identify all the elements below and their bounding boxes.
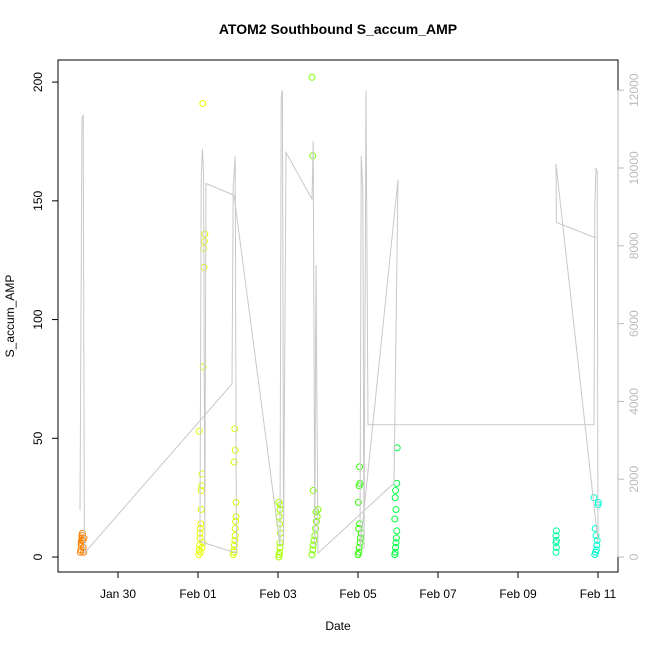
point bbox=[552, 532, 560, 540]
point bbox=[231, 425, 239, 433]
point bbox=[310, 536, 318, 544]
point bbox=[552, 527, 560, 535]
y2-tick-label: 10000 bbox=[627, 151, 641, 185]
point bbox=[231, 525, 239, 533]
y2-tick-label: 2000 bbox=[627, 466, 641, 493]
point bbox=[79, 544, 87, 552]
chart-title: ATOM2 Southbound S_accum_AMP bbox=[219, 21, 457, 37]
x-tick-label: Jan 30 bbox=[100, 587, 136, 601]
point bbox=[231, 446, 239, 454]
x-tick-label: Feb 01 bbox=[179, 587, 217, 601]
point bbox=[78, 529, 86, 537]
point bbox=[393, 527, 401, 535]
y2-tick-label: 12000 bbox=[627, 73, 641, 107]
point bbox=[392, 534, 400, 542]
point bbox=[275, 498, 283, 506]
point bbox=[355, 544, 363, 552]
point bbox=[198, 544, 206, 552]
point bbox=[592, 532, 600, 540]
point bbox=[552, 548, 560, 556]
x-axis-label: Date bbox=[325, 619, 351, 633]
point bbox=[391, 494, 399, 502]
point bbox=[309, 487, 317, 495]
point bbox=[196, 548, 204, 556]
y2-tick-label: 8000 bbox=[627, 232, 641, 259]
point bbox=[354, 498, 362, 506]
point bbox=[232, 517, 240, 525]
point bbox=[199, 539, 207, 547]
point bbox=[230, 546, 238, 554]
point bbox=[312, 508, 320, 516]
point bbox=[230, 458, 238, 466]
point bbox=[552, 544, 560, 552]
point bbox=[231, 536, 239, 544]
y-tick-label: 200 bbox=[31, 72, 45, 92]
x-tick-label: Feb 05 bbox=[339, 587, 377, 601]
point bbox=[231, 532, 239, 540]
point bbox=[355, 548, 363, 556]
point bbox=[592, 546, 600, 554]
point bbox=[312, 517, 320, 525]
point bbox=[552, 539, 560, 547]
point bbox=[276, 548, 284, 556]
point bbox=[593, 541, 601, 549]
point bbox=[552, 536, 560, 544]
point bbox=[230, 541, 238, 549]
point bbox=[392, 487, 400, 495]
x-tick-label: Feb 03 bbox=[259, 587, 297, 601]
point bbox=[308, 551, 316, 559]
point bbox=[195, 427, 203, 435]
y-axis-label: S_accum_AMP bbox=[3, 275, 17, 358]
y-tick-label: 0 bbox=[31, 553, 45, 560]
point bbox=[309, 541, 317, 549]
y-tick-label: 150 bbox=[31, 190, 45, 210]
point bbox=[275, 551, 283, 559]
point bbox=[197, 520, 205, 528]
x-tick-label: Feb 09 bbox=[499, 587, 537, 601]
point bbox=[391, 515, 399, 523]
point bbox=[199, 99, 207, 107]
point bbox=[392, 544, 400, 552]
line-series bbox=[79, 90, 599, 555]
point bbox=[391, 551, 399, 559]
point bbox=[201, 230, 209, 238]
y2-tick-label: 0 bbox=[627, 553, 641, 560]
point bbox=[391, 548, 399, 556]
y2-tick-label: 6000 bbox=[627, 310, 641, 337]
point bbox=[392, 506, 400, 514]
point bbox=[309, 546, 317, 554]
x-tick-label: Feb 11 bbox=[580, 587, 617, 601]
point bbox=[308, 73, 316, 81]
x-tick-label: Feb 07 bbox=[419, 587, 457, 601]
y2-tick-label: 4000 bbox=[627, 388, 641, 415]
y-tick-label: 50 bbox=[31, 431, 45, 445]
point bbox=[392, 539, 400, 547]
point bbox=[356, 463, 364, 471]
point bbox=[312, 525, 320, 533]
point bbox=[275, 553, 283, 561]
y-tick-label: 100 bbox=[31, 309, 45, 329]
point bbox=[590, 494, 598, 502]
point bbox=[230, 548, 238, 556]
point bbox=[80, 548, 88, 556]
